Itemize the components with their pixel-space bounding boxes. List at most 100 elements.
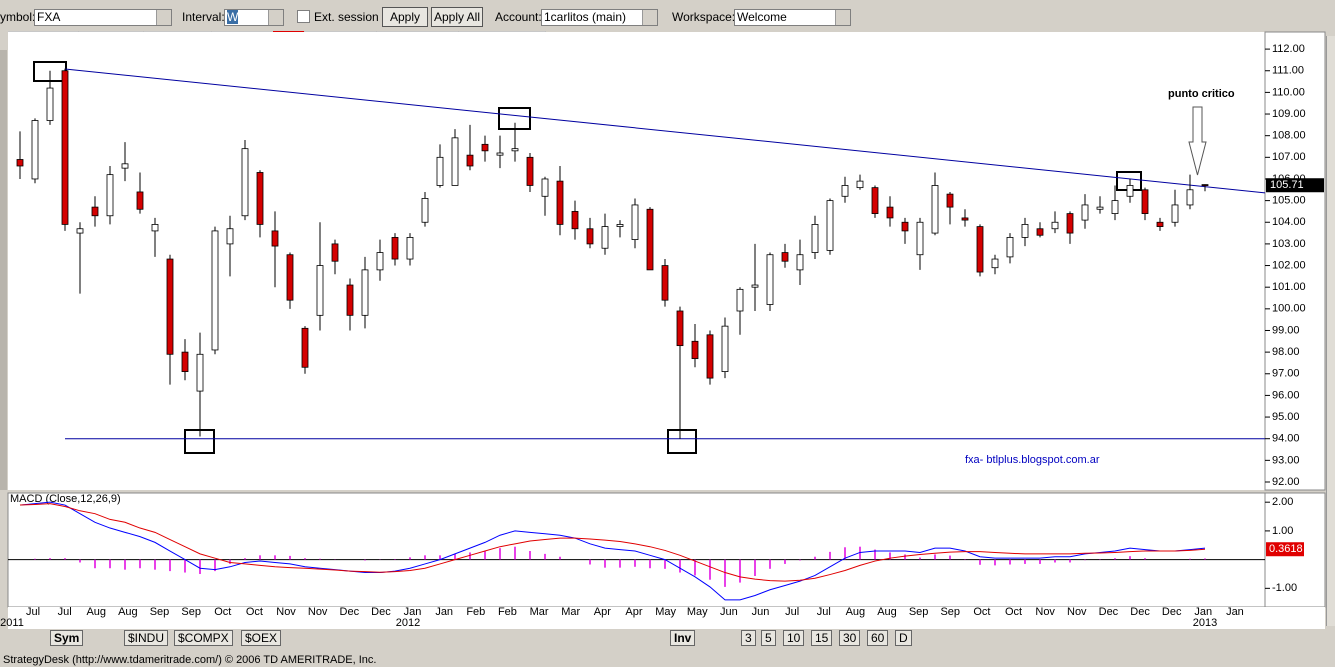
apply-button[interactable]: Apply [382, 7, 428, 27]
last-value-tag [1266, 542, 1304, 557]
x-tick-label: Apr [625, 606, 642, 618]
y-tick-label: 95.00 [1272, 411, 1300, 423]
candle-body [181, 351, 189, 373]
symbol-select[interactable]: FXA [34, 9, 172, 26]
tab[interactable]: 10 [783, 630, 805, 646]
annotation: punto critico [1168, 88, 1235, 100]
x-tick-label: Jan [435, 606, 453, 618]
candle-body [241, 148, 249, 217]
tab[interactable]: Inv [670, 630, 696, 646]
x-tick-label: Jan [1194, 606, 1212, 618]
account-select[interactable]: 1carlitos (main) [541, 9, 658, 26]
right-scrollbar [1326, 36, 1335, 626]
y-tick-label: 101.00 [1272, 281, 1306, 293]
y-tick-label: 111.00 [1272, 65, 1304, 77]
y-tick-label: 107.00 [1272, 151, 1306, 163]
x-tick-label: Jun [720, 606, 738, 618]
x-tick-label: Dec [1162, 606, 1182, 618]
macd-plot-area [7, 492, 1266, 608]
candle-body [286, 254, 294, 301]
tab[interactable]: D [895, 630, 912, 646]
tab[interactable]: 30 [839, 630, 861, 646]
x-axis-area [8, 607, 1325, 629]
candle-body [556, 180, 564, 225]
candle-body [496, 152, 504, 156]
candle-body [706, 334, 714, 379]
candle-body [796, 254, 804, 271]
x-tick-label: Jul [817, 606, 831, 618]
x-tick-label: Jul [26, 606, 40, 618]
x-tick-label: Jul [785, 606, 799, 618]
candle-body [1006, 237, 1014, 258]
tab[interactable]: $COMPX [174, 630, 233, 646]
tab[interactable]: $OEX [241, 630, 282, 646]
x-tick-label: Sep [181, 606, 201, 618]
candle-body [661, 265, 669, 301]
candle-body [916, 221, 924, 256]
candle-body [151, 224, 159, 232]
candle-body [121, 163, 129, 169]
y-tick-label: 100.00 [1272, 303, 1306, 315]
y-tick-label: 94.00 [1272, 433, 1300, 445]
candle-body [1126, 185, 1134, 197]
candle-body [481, 143, 489, 152]
last-value-label: 0.3618 [1269, 543, 1303, 555]
y-tick-label: 110.00 [1272, 86, 1305, 98]
x-tick-label: Feb [498, 606, 517, 618]
tab[interactable]: 15 [811, 630, 833, 646]
y-tick-label: 103.00 [1272, 238, 1306, 250]
interval-select[interactable]: W [224, 9, 284, 26]
year-label: 2011 [0, 617, 24, 629]
candle-body [196, 353, 204, 392]
candle-body [91, 206, 99, 217]
tab[interactable]: 3 [741, 630, 756, 646]
x-tick-label: Jul [58, 606, 72, 618]
candle-body [526, 156, 534, 186]
candle-body [451, 137, 459, 186]
candle-body [616, 224, 624, 227]
apply-all-button[interactable]: Apply All [431, 7, 483, 27]
ext-session-checkbox[interactable] [297, 10, 310, 23]
x-tick-label: Sep [940, 606, 960, 618]
candle-body [1171, 204, 1179, 223]
candle-body [541, 178, 549, 197]
year-label: 2013 [1193, 617, 1217, 629]
tab[interactable]: $INDU [124, 630, 169, 646]
x-tick-label: Oct [214, 606, 231, 618]
tab[interactable]: Sym [50, 630, 84, 646]
tab[interactable]: 5 [761, 630, 776, 646]
candle-body [1021, 224, 1029, 238]
macd-line [19, 501, 1206, 601]
y-tick-label: 102.00 [1272, 259, 1306, 271]
candle-body [976, 226, 984, 273]
symbol-label: ymbol: [0, 10, 36, 24]
candle-body [406, 237, 414, 260]
tab[interactable]: 60 [867, 630, 889, 646]
candle-body [106, 174, 114, 217]
candle-body [901, 221, 909, 232]
candle-body [346, 284, 354, 316]
y-tick-label: 108.00 [1272, 130, 1306, 142]
candle-body [1186, 189, 1194, 206]
annotation: fxa- btlplus.blogspot.com.ar [965, 454, 1100, 466]
x-tick-label: Oct [1005, 606, 1022, 618]
candle-body [721, 325, 729, 373]
candle-body [511, 148, 519, 152]
candle-body [691, 340, 699, 360]
y-tick-label: 104.00 [1272, 216, 1306, 228]
candle-body [436, 156, 444, 186]
candle-body [391, 237, 399, 260]
candle-body [631, 204, 639, 240]
y-tick-label: -1.00 [1272, 582, 1297, 594]
candle-body [31, 120, 39, 180]
arrow [1188, 106, 1207, 176]
candle-body [871, 187, 879, 214]
candle-body [331, 243, 339, 262]
candle-body [211, 230, 219, 351]
x-tick-label: Dec [371, 606, 391, 618]
y-tick-label: 112.00 [1272, 43, 1305, 55]
candle-body [1036, 228, 1044, 236]
workspace-select[interactable]: Welcome [734, 9, 851, 26]
x-tick-label: Jan [404, 606, 422, 618]
